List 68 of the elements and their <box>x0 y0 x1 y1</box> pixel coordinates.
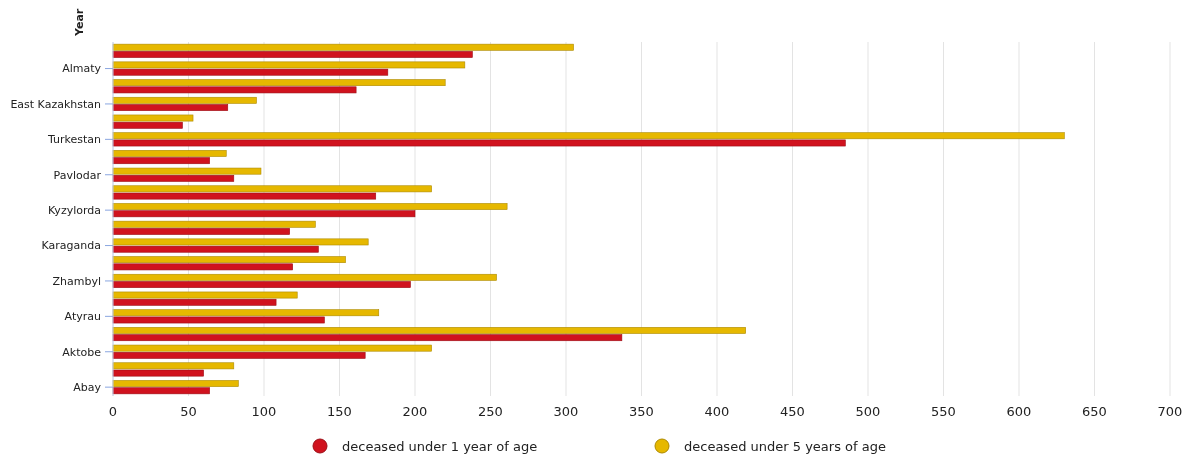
x-tick-label: 450 <box>780 404 805 419</box>
bar <box>112 61 466 69</box>
bar <box>112 68 389 76</box>
bar <box>112 203 508 210</box>
bar <box>112 334 623 342</box>
bar <box>112 351 366 359</box>
bar <box>112 114 194 122</box>
bar <box>112 327 746 334</box>
bar <box>112 281 411 288</box>
bar <box>112 256 346 264</box>
bar <box>112 192 377 200</box>
bar <box>112 228 290 235</box>
x-tick-label: 550 <box>931 404 956 419</box>
x-tick-label: 200 <box>402 404 428 419</box>
y-axis-title: Year <box>73 8 86 37</box>
bar <box>112 86 357 94</box>
y-tick-label: Turkestan <box>46 133 102 147</box>
bar <box>112 96 257 104</box>
bar <box>112 210 416 218</box>
bar <box>112 273 497 281</box>
x-tick-label: 300 <box>553 404 579 419</box>
bar <box>112 121 183 129</box>
bar <box>112 79 446 87</box>
bar <box>112 185 432 193</box>
bar <box>112 174 235 182</box>
bar <box>112 139 846 147</box>
bar <box>112 150 227 157</box>
x-tick-label: 700 <box>1157 404 1183 419</box>
bar <box>112 132 1065 140</box>
y-tick-label: Abay <box>73 381 102 394</box>
bar <box>112 104 229 111</box>
legend-label: deceased under 1 year of age <box>342 438 538 454</box>
bar <box>112 387 210 395</box>
bar <box>112 220 316 228</box>
bar <box>112 344 432 352</box>
y-tick-label: Atyrau <box>64 310 101 324</box>
bar <box>112 238 369 246</box>
bar <box>112 316 325 324</box>
bar <box>112 309 380 317</box>
bar <box>112 157 210 165</box>
x-tick-label: 50 <box>180 404 197 419</box>
x-tick-label: 100 <box>251 404 277 419</box>
bar <box>112 263 293 271</box>
y-tick-label: Aktobe <box>62 345 102 359</box>
x-tick-label: 600 <box>1006 404 1032 419</box>
bar <box>112 51 473 58</box>
y-tick-label: Almaty <box>62 62 102 76</box>
legend-label: deceased under 5 years of age <box>684 438 886 454</box>
y-tick-label: East Kazakhstan <box>10 97 102 111</box>
y-tick-label: Zhambyl <box>52 274 101 288</box>
bar <box>112 362 235 370</box>
x-tick-label: 0 <box>108 404 118 419</box>
x-tick-label: 250 <box>478 404 503 419</box>
bar <box>112 291 298 299</box>
bar <box>112 43 574 51</box>
x-tick-label: 350 <box>629 404 654 419</box>
bar <box>112 380 239 387</box>
y-tick-label: Kyzylorda <box>47 204 101 217</box>
y-tick-label: Karaganda <box>41 239 101 253</box>
x-tick-label: 150 <box>327 404 352 419</box>
bar <box>112 245 319 253</box>
bar <box>112 167 262 175</box>
y-tick-label: Pavlodar <box>53 168 102 182</box>
x-tick-label: 650 <box>1082 404 1107 419</box>
bar <box>112 369 204 377</box>
bar <box>112 298 277 306</box>
x-tick-label: 400 <box>704 404 730 419</box>
x-tick-label: 500 <box>855 404 881 419</box>
